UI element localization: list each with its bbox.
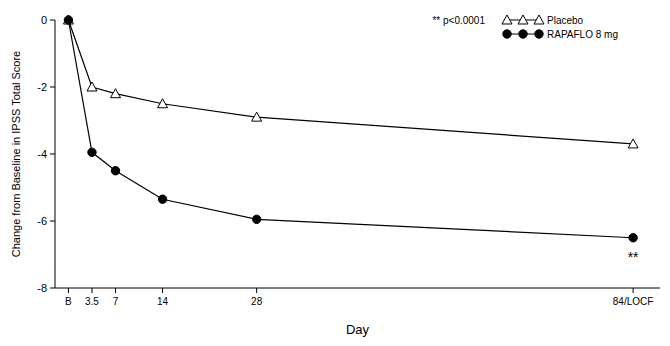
x-tick <box>633 288 634 293</box>
y-axis-label: Change from Baseline in IPSS Total Score <box>10 51 22 257</box>
legend-label: RAPAFLO 8 mg <box>547 29 618 40</box>
series-marker <box>629 234 637 242</box>
x-tick-label: B <box>65 296 72 307</box>
y-tick-label: 0 <box>41 14 47 26</box>
series-marker <box>252 215 260 223</box>
y-tick-label: -8 <box>37 282 47 294</box>
legend-item: Placebo <box>502 15 584 26</box>
series-marker <box>64 16 72 24</box>
y-tick-label: -4 <box>37 148 47 160</box>
legend-item: RAPAFLO 8 mg <box>503 29 618 40</box>
legend-label: Placebo <box>547 15 584 26</box>
legend-marker <box>503 30 511 38</box>
x-tick <box>162 288 163 293</box>
x-tick <box>91 288 92 293</box>
series-marker <box>158 99 168 108</box>
series-line <box>68 20 633 144</box>
x-axis-line <box>55 288 660 289</box>
annotation: ** p<0.0001 <box>432 15 485 26</box>
x-tick-label: 3.5 <box>85 296 99 307</box>
series-line <box>68 20 633 238</box>
series-marker <box>87 82 97 91</box>
series-marker <box>252 112 262 121</box>
plot-area <box>63 15 638 242</box>
x-tick-label: 28 <box>251 296 263 307</box>
y-tick <box>50 154 55 155</box>
y-tick <box>50 87 55 88</box>
x-tick <box>256 288 257 293</box>
x-tick <box>115 288 116 293</box>
x-axis-label: Day <box>346 322 370 337</box>
series-marker <box>88 148 96 156</box>
y-tick <box>50 221 55 222</box>
legend-marker <box>519 30 527 38</box>
y-tick-label: -6 <box>37 215 47 227</box>
x-tick-label: 7 <box>113 296 119 307</box>
legend-marker <box>502 15 512 24</box>
y-tick <box>50 20 55 21</box>
background <box>0 0 670 346</box>
series-marker <box>158 195 166 203</box>
annotation: ** <box>628 249 639 265</box>
y-tick <box>50 288 55 289</box>
x-tick-label: 14 <box>157 296 169 307</box>
series-marker <box>628 139 638 148</box>
series-marker <box>63 15 73 24</box>
x-tick <box>68 288 69 293</box>
y-tick-label: -2 <box>37 81 47 93</box>
legend-marker <box>535 30 543 38</box>
chart-container: 0 -2 -4 -6 -8 B 3.5 7 14 28 84/LOCF Day Change from … <box>0 0 670 346</box>
chart-svg: 0 -2 -4 -6 -8 B 3.5 7 14 28 84/LOCF Day Change from … <box>0 0 670 346</box>
legend-marker <box>518 15 528 24</box>
series-marker <box>111 89 121 98</box>
x-tick-label: 84/LOCF <box>613 296 654 307</box>
series-marker <box>111 167 119 175</box>
legend-marker <box>534 15 544 24</box>
